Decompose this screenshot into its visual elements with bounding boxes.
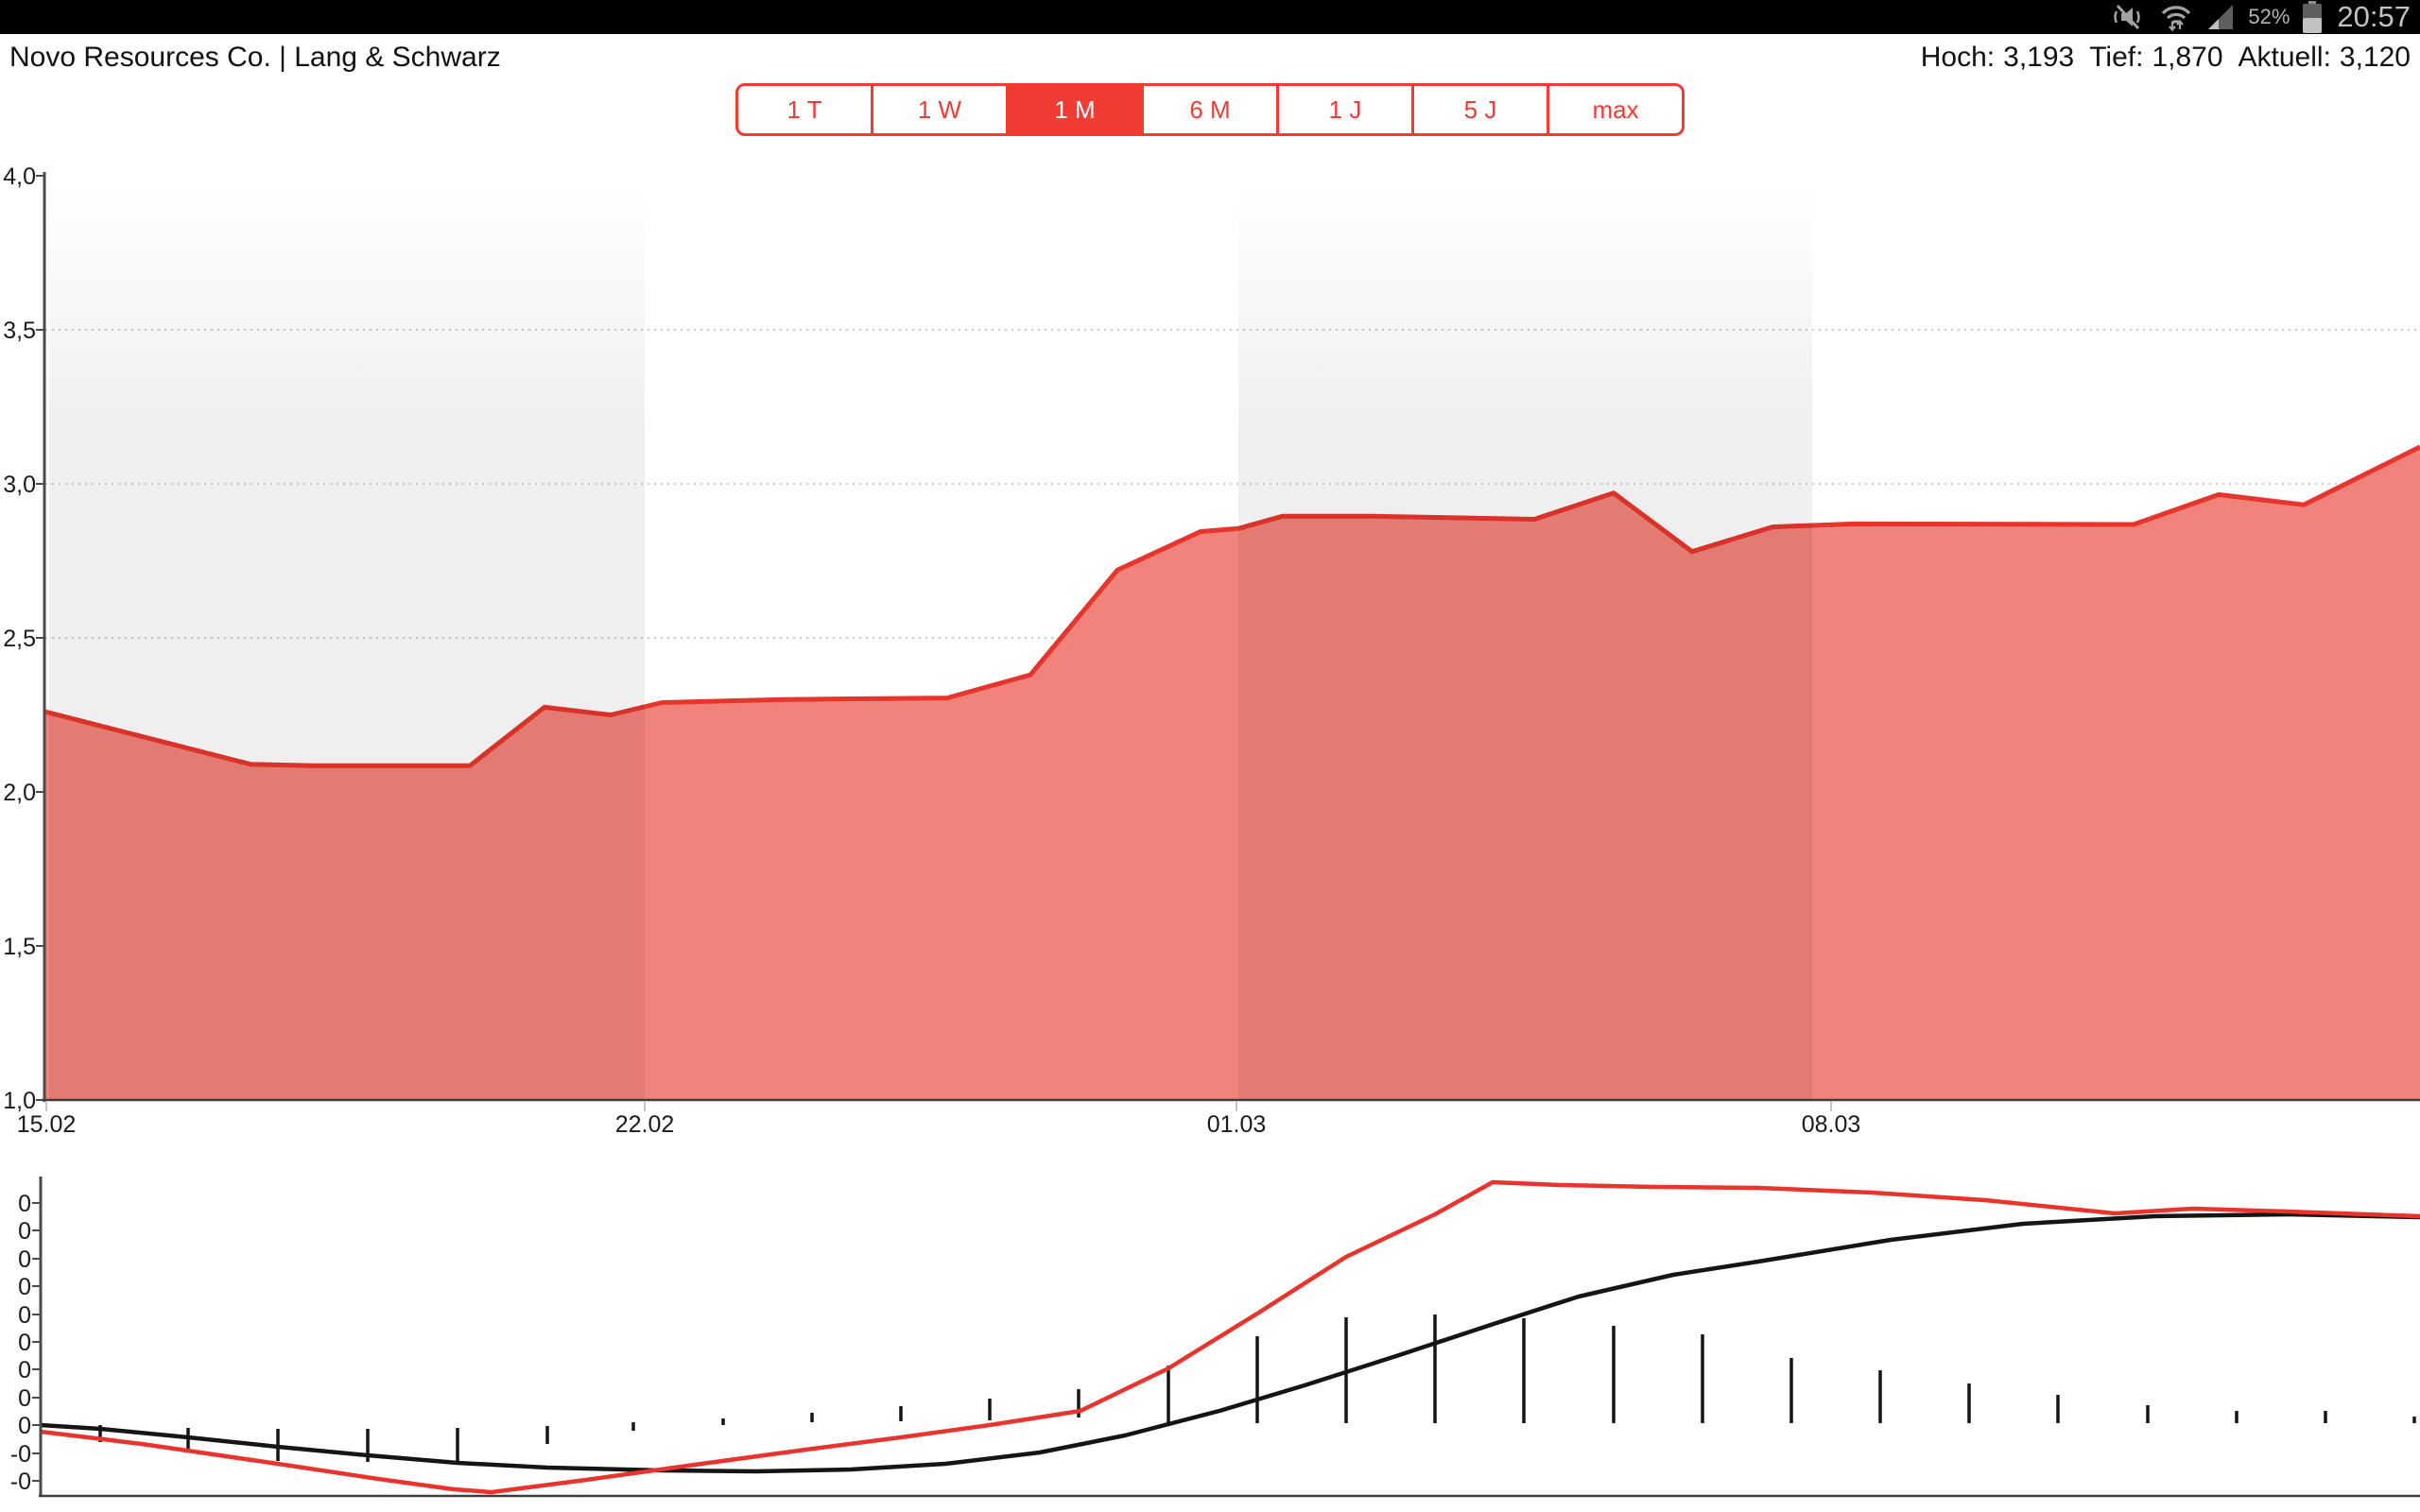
- price-x-tick-label: 15.02: [17, 1111, 77, 1138]
- range-button-1m[interactable]: 1 M: [1006, 86, 1141, 133]
- signal-strength-icon: [2208, 5, 2234, 29]
- indicator-y-tick-label: 0: [18, 1413, 31, 1439]
- price-stats: Hoch: 3,193 Tief: 1,870 Aktuell: 3,120: [1921, 42, 2411, 74]
- price-y-tick-label: 1,5: [3, 934, 36, 960]
- macd-line: [40, 1179, 2420, 1495]
- indicator-y-tick-label: 0: [18, 1302, 31, 1329]
- instrument-title: Novo Resources Co. | Lang & Schwarz: [9, 42, 501, 73]
- indicator-y-tick-label: 0: [18, 1191, 31, 1217]
- indicator-y-tick-label: -0: [10, 1469, 31, 1495]
- weekend-band: [1238, 180, 1812, 1100]
- indicator-y-tick-label: 0: [18, 1357, 31, 1383]
- weekend-band: [49, 180, 645, 1100]
- price-y-tick-label: 3,5: [3, 318, 36, 344]
- low-label: Tief:: [2089, 42, 2144, 73]
- app-header: Novo Resources Co. | Lang & Schwarz Hoch…: [0, 34, 2420, 85]
- price-y-tick-label: 4,0: [3, 163, 36, 190]
- price-chart[interactable]: 4,0 3,5 3,0 2,5 2,0 1,5 1,015.02 22.02 01.03 08.0…: [3, 163, 2420, 1138]
- low-value: 1,870: [2152, 42, 2223, 73]
- price-x-tick-label: 01.03: [1207, 1111, 1267, 1138]
- indicator-y-tick-label: 0: [18, 1385, 31, 1412]
- battery-percent: 52%: [2248, 5, 2290, 28]
- high-value: 3,193: [2003, 42, 2075, 73]
- indicator-y-tick-label: 0: [18, 1218, 31, 1245]
- price-x-tick-label: 08.03: [1802, 1111, 1861, 1138]
- range-button-1j[interactable]: 1 J: [1276, 86, 1411, 133]
- price-y-tick-label: 2,0: [3, 780, 36, 806]
- current-label: Aktuell:: [2238, 42, 2331, 73]
- range-toolbar: 1 T 1 W 1 M 6 M 1 J 5 J max: [735, 83, 1685, 136]
- price-y-tick-label: 3,0: [3, 472, 36, 498]
- battery-icon: [2303, 1, 2323, 33]
- clock: 20:57: [2337, 0, 2411, 33]
- indicator-y-tick-label: 0: [18, 1246, 31, 1273]
- high-stat: Hoch: 3,193: [1921, 42, 2074, 74]
- price-y-tick-label: 2,5: [3, 626, 36, 652]
- signal-line: [40, 1211, 2420, 1474]
- range-button-5j[interactable]: 5 J: [1411, 86, 1547, 133]
- range-button-max[interactable]: max: [1547, 86, 1682, 133]
- status-bar: 52% 20:57: [0, 0, 2420, 34]
- wifi-updown-icon: [2162, 6, 2191, 31]
- price-x-tick-label: 22.02: [615, 1111, 675, 1138]
- vibrate-mute-icon: [2114, 4, 2141, 30]
- range-button-1t[interactable]: 1 T: [786, 94, 822, 124]
- indicator-y-tick-label: -0: [10, 1441, 31, 1468]
- range-button-6m[interactable]: 6 M: [1141, 86, 1276, 133]
- low-stat: Tief: 1,870: [2089, 42, 2222, 74]
- indicator-y-tick-label: 0: [18, 1274, 31, 1300]
- current-stat: Aktuell: 3,120: [2238, 42, 2411, 74]
- price-y-tick-label: 1,0: [3, 1088, 36, 1114]
- current-value: 3,120: [2339, 42, 2411, 73]
- range-button-1w[interactable]: 1 W: [871, 86, 1006, 133]
- indicator-y-tick-label: 0: [18, 1330, 31, 1356]
- high-label: Hoch:: [1920, 42, 1996, 73]
